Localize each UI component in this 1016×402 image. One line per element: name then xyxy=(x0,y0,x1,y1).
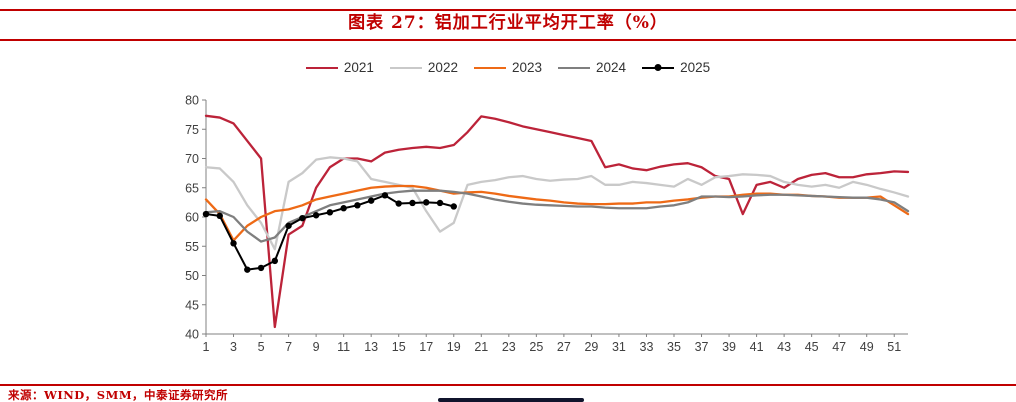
x-tick-label: 19 xyxy=(447,340,461,354)
y-tick-label: 65 xyxy=(185,181,199,195)
series-marker-2025 xyxy=(257,264,265,272)
x-tick-label: 5 xyxy=(258,340,265,354)
legend-label-2024: 2024 xyxy=(596,60,627,75)
y-tick-label: 75 xyxy=(185,123,199,137)
title-bottom-rule xyxy=(0,39,1016,41)
x-tick-label: 25 xyxy=(529,340,543,354)
legend-swatch-2021 xyxy=(305,66,338,69)
series-marker-2025 xyxy=(285,222,292,229)
x-tick-label: 9 xyxy=(313,340,320,354)
legend-label-2022: 2022 xyxy=(427,60,458,75)
series-marker-2025 xyxy=(423,199,430,206)
x-tick-label: 11 xyxy=(337,340,350,354)
x-tick-label: 35 xyxy=(667,340,681,354)
legend-item-2022: 2022 xyxy=(389,60,458,75)
x-tick-label: 41 xyxy=(750,340,764,354)
y-tick-label: 55 xyxy=(185,240,199,254)
legend-swatch-2025 xyxy=(642,63,675,71)
x-tick-label: 23 xyxy=(502,340,516,354)
legend-item-2021: 2021 xyxy=(305,60,374,75)
legend-label-2025: 2025 xyxy=(680,60,711,75)
x-tick-label: 27 xyxy=(557,340,571,354)
y-tick-label: 50 xyxy=(185,269,199,283)
series-marker-2025 xyxy=(230,240,237,247)
chart-title: 图表 27：铝加工行业平均开工率（%） xyxy=(348,13,668,33)
bottom-handle-bar xyxy=(438,398,584,402)
legend-item-2023: 2023 xyxy=(473,60,543,75)
y-tick-label: 60 xyxy=(185,211,199,225)
legend-label-2023: 2023 xyxy=(511,60,543,75)
series-marker-2025 xyxy=(381,192,389,199)
x-tick-label: 39 xyxy=(722,340,736,354)
series-marker-2025 xyxy=(436,199,444,207)
x-tick-label: 17 xyxy=(419,340,433,354)
series-marker-2025 xyxy=(299,214,306,222)
series-marker-2025 xyxy=(354,202,361,209)
x-tick-label: 45 xyxy=(805,340,819,354)
x-tick-label: 37 xyxy=(695,340,709,354)
y-tick-label: 80 xyxy=(185,94,199,108)
x-tick-label: 7 xyxy=(285,340,292,354)
series-marker-2025 xyxy=(216,212,223,220)
series-marker-2025 xyxy=(202,210,210,218)
legend-marker-dot xyxy=(654,63,662,71)
x-tick-label: 29 xyxy=(584,340,598,354)
x-tick-label: 3 xyxy=(230,340,237,354)
legend-swatch-2022 xyxy=(389,66,422,69)
source-note: 来源：WIND，SMM，中泰证券研究所 xyxy=(8,388,229,402)
series-marker-2025 xyxy=(395,200,402,207)
x-tick-label: 49 xyxy=(860,340,874,354)
y-tick-label: 45 xyxy=(185,298,199,312)
title-top-rule xyxy=(0,9,1016,11)
legend-item-2025: 2025 xyxy=(642,60,710,75)
footer-rule xyxy=(0,384,1016,386)
x-tick-label: 47 xyxy=(832,340,846,354)
y-tick-label: 40 xyxy=(185,328,199,342)
x-tick-label: 13 xyxy=(364,340,378,354)
x-tick-label: 21 xyxy=(474,340,488,354)
legend-item-2024: 2024 xyxy=(558,60,626,75)
legend-swatch-2024 xyxy=(558,66,591,69)
x-tick-label: 43 xyxy=(777,340,791,354)
series-marker-2025 xyxy=(312,212,320,219)
y-tick-label: 70 xyxy=(185,152,199,166)
series-marker-2025 xyxy=(367,197,375,204)
chart-legend: 2021 2022 2023 2024 2025 xyxy=(0,60,1016,75)
x-tick-label: 33 xyxy=(640,340,654,354)
series-marker-2025 xyxy=(450,203,457,210)
series-marker-2025 xyxy=(244,266,251,273)
x-tick-label: 1 xyxy=(203,340,210,354)
series-line-2022 xyxy=(204,156,910,251)
series-marker-2025 xyxy=(340,205,347,212)
x-tick-label: 31 xyxy=(612,340,626,354)
series-marker-2025 xyxy=(326,209,334,216)
series-marker-2025 xyxy=(409,199,416,207)
series-line-2021 xyxy=(204,114,910,329)
x-tick-label: 51 xyxy=(887,340,901,354)
legend-label-2021: 2021 xyxy=(343,60,374,75)
series-marker-2025 xyxy=(271,257,279,265)
legend-swatch-2023 xyxy=(473,66,506,69)
series-line-2024 xyxy=(204,189,910,243)
x-tick-label: 15 xyxy=(392,340,406,354)
